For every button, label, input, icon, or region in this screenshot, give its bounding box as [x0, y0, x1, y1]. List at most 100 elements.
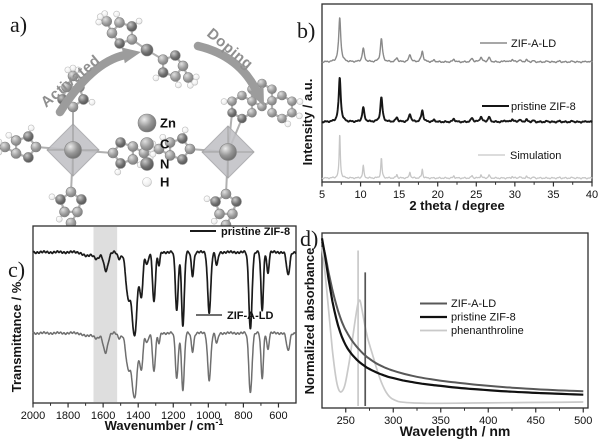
- xrd-trace-zif-a-ld: [321, 17, 593, 64]
- n-atom: [231, 196, 242, 207]
- h-atom: [284, 120, 292, 128]
- c-atom: [127, 154, 139, 165]
- c-atom: [227, 208, 238, 220]
- activated-arrow: [55, 50, 130, 117]
- ftir-plot-area: pristine ZIF-8 ZIF-A-LD 2000 1800 1600 1400 12…: [21, 225, 297, 422]
- c-atom: [214, 208, 225, 220]
- doping-arrowhead-icon: [249, 86, 264, 106]
- methyl-c-atom: [0, 141, 11, 153]
- h-atom: [159, 133, 167, 141]
- c-atom: [277, 90, 287, 101]
- xrd-legend-label-pristine-zif-8: pristine ZIF-8: [511, 101, 576, 113]
- panel-c-ftir: c) Wavenumber / cm-1 Transmittance / % p…: [8, 225, 297, 433]
- h-atom: [55, 215, 63, 223]
- h-legend-icon: [142, 177, 152, 187]
- ftir-legend-label-pristine-zif-8: pristine ZIF-8: [221, 226, 290, 238]
- ftir-legend-label-zif-a-ld: ZIF-A-LD: [227, 310, 273, 322]
- xrd-legend-label-simulation: Simulation: [510, 150, 561, 162]
- c-atom: [287, 107, 297, 118]
- ftir-tick-label: 1000: [196, 410, 220, 422]
- ftir-tick-label: 600: [269, 410, 287, 422]
- uvvis-tick-label: 300: [384, 415, 402, 427]
- uvvis-legend-label-phenanthroline: phenanthroline: [451, 325, 524, 337]
- zn-legend-icon: [137, 113, 157, 133]
- c-atom: [247, 107, 257, 118]
- atom-legend-item-c: C: [140, 137, 170, 152]
- xrd-tick-label: 10: [354, 189, 366, 201]
- xrd-tick-label: 35: [547, 189, 559, 201]
- ftir-highlight-band: [93, 227, 118, 402]
- c-atom: [287, 96, 297, 107]
- atom-color-legend: Zn CNH: [137, 113, 176, 190]
- n-atom: [210, 196, 221, 207]
- h-atom: [296, 98, 304, 105]
- atom-legend-label-h: H: [160, 175, 169, 190]
- h-atom: [296, 112, 303, 120]
- panel-d-letter: d): [300, 226, 318, 251]
- doped-cluster: [147, 78, 304, 237]
- n-atom: [55, 194, 66, 205]
- h-atom: [5, 131, 13, 139]
- atom-legend-label-zn: Zn: [160, 116, 176, 131]
- n-atom: [23, 131, 34, 142]
- c-atom: [30, 141, 42, 153]
- uvvis-x-axis-label: Wavelength / nm: [400, 423, 511, 439]
- n-atom: [227, 107, 237, 118]
- ftir-y-axis-label: Transmittance / %: [9, 281, 24, 392]
- panel-b-letter: b): [297, 18, 315, 43]
- h-atom: [181, 126, 189, 134]
- ftir-x-axis-label-main: Wavenumber / cm: [105, 418, 216, 433]
- ftir-x-axis-label: Wavenumber / cm-1: [105, 417, 224, 433]
- uvvis-y-axis-label: Normalized absorbance: [302, 248, 317, 395]
- c-atom: [170, 71, 181, 82]
- xrd-tick-label: 40: [586, 189, 598, 201]
- uvvis-legend-label-pristine-zif-8: pristine ZIF-8: [451, 312, 516, 324]
- h-atom: [88, 98, 96, 106]
- uvvis-tick-label: 350: [432, 415, 450, 427]
- c-atom: [267, 84, 277, 95]
- c-atom: [65, 186, 77, 198]
- c-atom: [177, 60, 189, 72]
- uvvis-trace-pristine-zif-8: [320, 238, 584, 396]
- atom-legend-item-zn: Zn: [137, 113, 176, 133]
- h-atom: [186, 82, 194, 89]
- xrd-legend-label-zif-a-ld: ZIF-A-LD: [511, 38, 556, 50]
- n-atom: [169, 50, 181, 61]
- n-atom: [177, 154, 188, 165]
- n-atom: [157, 67, 169, 78]
- h-atom: [175, 81, 182, 89]
- ftir-tick-label: 800: [234, 410, 252, 422]
- c-legend-icon: [140, 137, 154, 151]
- panel-b-xrd: b) 2 theta / degree Intensity / a.u. ZIF…: [297, 3, 598, 213]
- ftir-tick-label: 1400: [126, 410, 150, 422]
- atom-legend-item-n: N: [140, 157, 169, 172]
- panel-d-uvvis: d) Wavelength / nm Normalized absorbance…: [300, 226, 592, 439]
- xrd-trace-pristine-zif-8: [321, 77, 593, 124]
- c-atom: [247, 96, 257, 107]
- h-atom: [69, 64, 77, 72]
- h-atom: [210, 217, 218, 225]
- c-atom: [106, 27, 118, 39]
- ftir-trace-pristine-zif-8: [32, 250, 297, 337]
- c-atom: [164, 150, 176, 161]
- uvvis-legend-label-zif-a-ld: ZIF-A-LD: [451, 298, 496, 310]
- ftir-tick-label: 2000: [21, 410, 45, 422]
- n-atom: [237, 113, 247, 124]
- xrd-tick-label: 25: [470, 189, 482, 201]
- n-atom: [23, 152, 34, 163]
- n-atom: [76, 194, 87, 205]
- atom-legend-item-h: H: [142, 175, 169, 190]
- c-atom: [61, 81, 72, 93]
- h-atom: [48, 193, 56, 201]
- doping-arrow: [193, 41, 262, 97]
- uvvis-tick-label: 450: [527, 415, 545, 427]
- n-atom: [115, 137, 126, 148]
- c-atom: [10, 135, 22, 146]
- h-atom: [0, 149, 3, 156]
- ftir-trace-zif-a-ld: [32, 331, 297, 399]
- c-atom: [126, 34, 138, 45]
- zn-atom: [219, 143, 237, 161]
- h-atom: [220, 98, 228, 105]
